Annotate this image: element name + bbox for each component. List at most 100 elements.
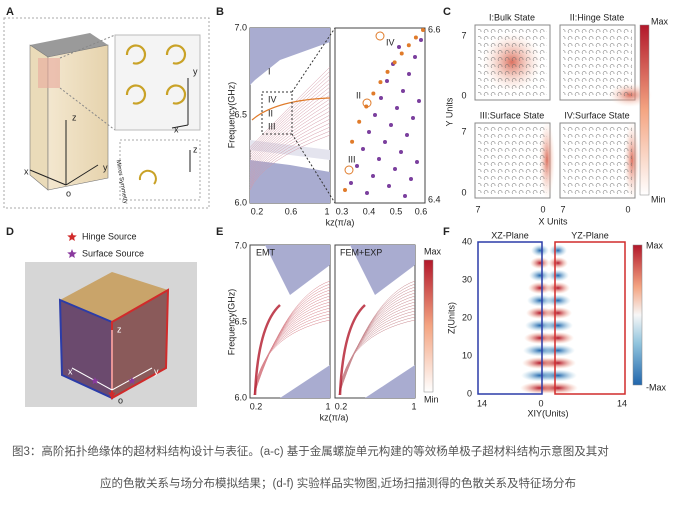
tick-label: 1 xyxy=(411,401,416,411)
axis-label: y xyxy=(103,162,108,172)
source-star xyxy=(108,390,116,398)
tick-label: 0 xyxy=(461,187,466,197)
field xyxy=(548,257,568,269)
colorbar-label: Min xyxy=(424,394,439,404)
plane-border xyxy=(554,241,626,395)
mode-dot xyxy=(411,116,415,120)
axis-label: y xyxy=(193,66,198,76)
field xyxy=(543,319,573,332)
subplot-title: XZ-Plane xyxy=(491,230,529,240)
plot-bg xyxy=(478,242,542,394)
panel-label: E xyxy=(216,226,223,238)
tick-label: 0.2 xyxy=(251,206,264,216)
units xyxy=(478,28,547,97)
tick-label: 40 xyxy=(462,236,472,246)
band xyxy=(250,28,330,85)
field xyxy=(528,282,552,294)
decoration xyxy=(3,17,652,407)
helix xyxy=(125,84,147,105)
field xyxy=(527,294,553,307)
tick-label: 7 xyxy=(560,204,565,214)
hinge-line xyxy=(251,97,331,121)
mode-line xyxy=(249,98,331,168)
panel-label: D xyxy=(6,226,14,238)
subplot-title: II:Hinge State xyxy=(570,12,625,22)
field xyxy=(545,294,571,307)
tick-label: 7 xyxy=(461,30,466,40)
mode-line xyxy=(249,110,331,176)
mode-dot xyxy=(371,174,375,178)
mode-dot xyxy=(405,133,409,137)
tick-label: 0.5 xyxy=(390,206,403,216)
mode-dot xyxy=(361,147,365,151)
mode-line xyxy=(249,70,331,151)
axis-label: o xyxy=(66,188,71,198)
frame xyxy=(3,17,210,209)
field xyxy=(542,332,574,344)
helix xyxy=(125,44,147,65)
panel-label: A xyxy=(6,6,14,18)
plane-border xyxy=(477,241,543,395)
mode-dot xyxy=(365,191,369,195)
mode-dot xyxy=(355,164,359,168)
mode-line xyxy=(249,74,331,153)
state-label: IV xyxy=(268,94,277,104)
subplot-title: I:Bulk State xyxy=(489,12,535,22)
panel-label: B xyxy=(216,6,224,18)
state-ring xyxy=(375,31,385,41)
mode-dot xyxy=(367,130,371,134)
subplot-title: III:Surface State xyxy=(480,110,545,120)
source-star xyxy=(67,232,77,241)
axis-label: o xyxy=(118,395,123,405)
zoom-lines xyxy=(59,34,116,131)
field xyxy=(541,344,575,357)
mode-dot xyxy=(379,96,383,100)
colorbar-label: -Max xyxy=(646,382,666,392)
axis-title: Frequency(GHz) xyxy=(226,289,236,356)
hinge-dot xyxy=(421,28,425,32)
mode-line xyxy=(249,122,331,183)
plot-bg xyxy=(334,27,426,204)
mode-line xyxy=(249,114,331,178)
mode-dot xyxy=(417,99,421,103)
mode-dot xyxy=(377,157,381,161)
mode-line xyxy=(249,90,331,163)
field xyxy=(549,244,567,257)
colorbar-label: Max xyxy=(646,240,664,250)
z-axis xyxy=(29,120,99,186)
mode-dot xyxy=(399,150,403,154)
box-top xyxy=(30,33,108,57)
field xyxy=(540,357,576,369)
subplot-title: FEM+EXP xyxy=(340,247,382,257)
helix2 xyxy=(138,169,157,185)
field xyxy=(546,282,570,294)
field xyxy=(544,307,572,319)
axis-title: Y Units xyxy=(444,97,454,126)
colorbar xyxy=(639,24,650,196)
subplot-title: YZ-Plane xyxy=(571,230,609,240)
tick-label: 0.6 xyxy=(285,206,298,216)
state-label: II xyxy=(356,90,361,100)
mode-dot xyxy=(401,89,405,93)
mode-dot xyxy=(415,160,419,164)
tick-label: 0 xyxy=(467,388,472,398)
band xyxy=(265,245,330,295)
mode-dot xyxy=(403,194,407,198)
colorbar-label: Max xyxy=(651,16,669,26)
mode-line xyxy=(249,66,331,148)
hinge-dot xyxy=(406,43,411,48)
field xyxy=(539,369,577,382)
tick-label: 30 xyxy=(462,274,472,284)
axis-title: X Units xyxy=(538,216,568,226)
tick-label: 0.6 xyxy=(415,206,428,216)
field xyxy=(531,244,549,257)
axis-title: XIY(Units) xyxy=(527,408,568,418)
tick-label: 6.6 xyxy=(428,24,441,34)
mode-dot xyxy=(389,123,393,127)
tick-label: 6.0 xyxy=(234,197,247,207)
units xyxy=(478,126,547,195)
inset2 xyxy=(119,139,201,201)
colorbar xyxy=(632,244,643,386)
colorbar xyxy=(423,259,434,393)
